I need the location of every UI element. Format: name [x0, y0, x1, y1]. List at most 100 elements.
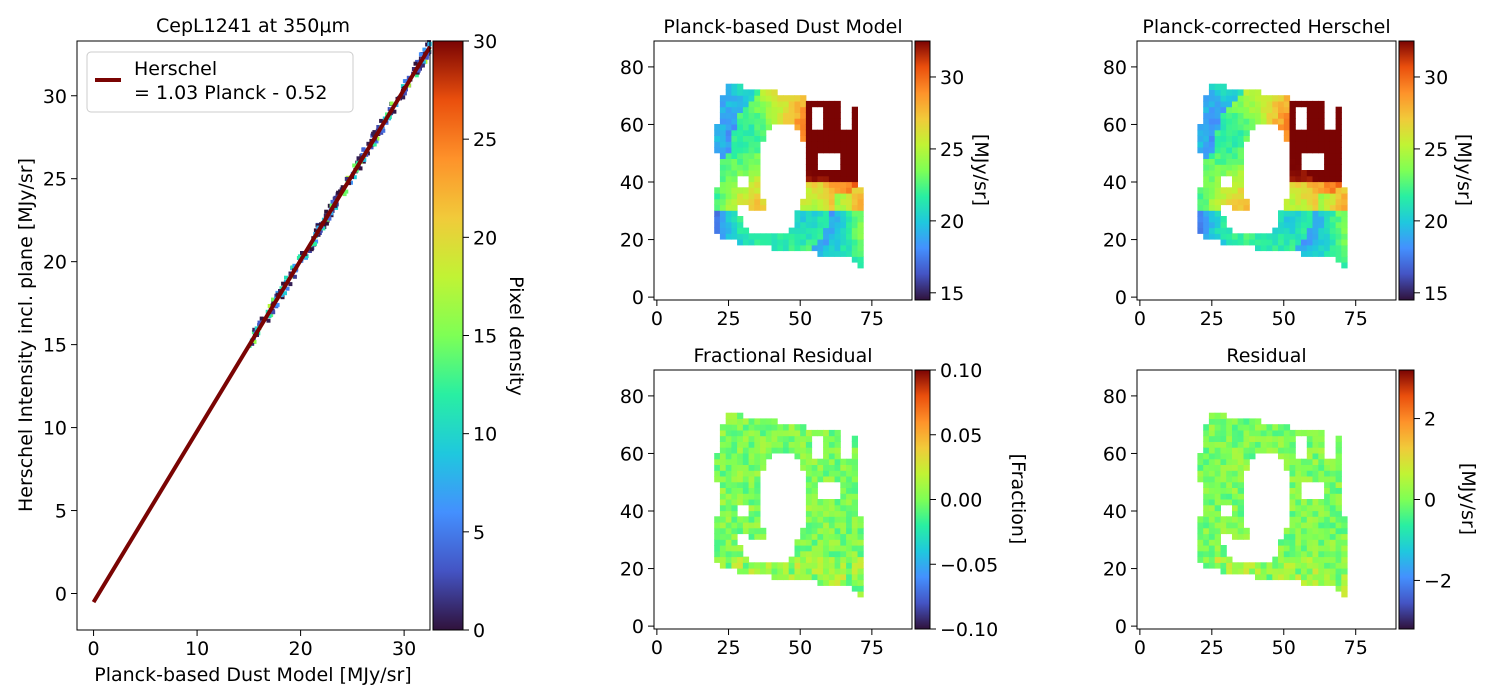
- map-pixel: [1249, 435, 1256, 442]
- map-pixel: [725, 556, 732, 563]
- map-pixel: [771, 568, 778, 575]
- map-pixel: [840, 493, 847, 500]
- map-pixel: [1306, 112, 1314, 119]
- map-pixel: [1243, 453, 1250, 460]
- map-pixel: [1266, 447, 1273, 454]
- map-pixel: [823, 250, 830, 257]
- map-pixel: [731, 424, 738, 431]
- map-pixel: [1208, 527, 1216, 535]
- map-pixel: [1278, 124, 1285, 131]
- map-pixel: [817, 527, 824, 535]
- map-pixel: [1226, 522, 1233, 529]
- scatter-y-tick-label: 20: [43, 252, 67, 274]
- map-pixels: [1197, 412, 1348, 598]
- map-pixel: [1278, 221, 1285, 229]
- map-pixel: [851, 550, 858, 558]
- scatter-colorbar-tick-label: 0: [473, 620, 485, 642]
- map-colorbar-gradient: [1398, 40, 1415, 301]
- map-pixel: [1289, 504, 1296, 512]
- map-pixel: [725, 412, 732, 419]
- map-pixel: [1203, 447, 1210, 454]
- map-y-tick-label: 80: [620, 57, 644, 79]
- map-pixel: [1260, 447, 1267, 454]
- map-pixel: [1318, 522, 1325, 529]
- map-pixel: [1318, 533, 1325, 540]
- map-pixel: [840, 545, 847, 552]
- map-pixel: [1335, 447, 1342, 454]
- map-pixel: [823, 118, 830, 125]
- map-pixel: [1312, 193, 1319, 200]
- map-pixel: [1335, 464, 1342, 471]
- map-pixel: [748, 158, 755, 165]
- map-pixel: [748, 568, 755, 575]
- map-pixel: [1214, 181, 1221, 188]
- map-pixel: [794, 429, 801, 437]
- map-pixel: [1237, 198, 1244, 206]
- map-pixel: [823, 499, 830, 506]
- map-pixel: [765, 233, 772, 240]
- map-pixel: [765, 112, 772, 119]
- map-pixel: [823, 124, 830, 131]
- map-pixel: [834, 198, 841, 206]
- map-pixel: [823, 458, 830, 465]
- map-pixel: [1237, 193, 1244, 200]
- map-pixel: [800, 458, 807, 465]
- map-pixel: [1283, 545, 1291, 552]
- map-pixel: [828, 210, 836, 217]
- map-pixel: [742, 112, 750, 119]
- map-pixel: [1249, 233, 1256, 240]
- map-pixel: [754, 493, 761, 500]
- map-pixel: [1214, 233, 1221, 240]
- map-pixel: [846, 481, 853, 488]
- map-pixel: [1289, 516, 1296, 523]
- map-pixel: [851, 539, 858, 546]
- map-pixel: [823, 147, 830, 154]
- map-pixel: [1237, 429, 1244, 437]
- map-pixel: [719, 95, 727, 102]
- map-pixel: [1203, 493, 1210, 500]
- map-pixel: [731, 227, 738, 234]
- map-pixel: [800, 210, 807, 217]
- map-pixel: [783, 568, 790, 575]
- map-pixel: [805, 210, 813, 217]
- map-pixel: [1335, 216, 1342, 223]
- map-pixel: [725, 458, 732, 465]
- map-pixel: [1283, 239, 1291, 246]
- map-pixel: [1203, 129, 1210, 136]
- map-pixel: [1306, 453, 1314, 460]
- map-pixel: [1318, 227, 1325, 234]
- map-pixel: [834, 124, 841, 131]
- map-pixel: [731, 233, 738, 240]
- map-pixel: [828, 504, 836, 512]
- map-pixel: [1318, 244, 1325, 252]
- map-colorbar: −0.10−0.050.000.050.10[Fraction]: [914, 360, 1029, 641]
- map-pixel: [1226, 118, 1233, 125]
- map-pixel: [846, 250, 853, 257]
- map-pixel: [714, 135, 721, 142]
- map-pixel: [1237, 164, 1244, 171]
- map-pixel: [1255, 568, 1262, 575]
- map-pixel: [811, 175, 818, 183]
- scatter-fit-line: [91, 45, 432, 604]
- map-pixel: [788, 112, 795, 119]
- map-pixel: [731, 453, 738, 460]
- map-pixel: [857, 233, 864, 240]
- map-pixel: [1237, 181, 1244, 188]
- map-pixel: [1329, 164, 1337, 171]
- map-pixel: [851, 221, 858, 229]
- map-x-tick-label: 25: [716, 308, 740, 330]
- map-pixel: [742, 435, 750, 442]
- map-pixel: [1324, 573, 1331, 581]
- map-pixel: [1295, 158, 1302, 165]
- map-pixel: [846, 458, 853, 465]
- map-pixel: [1341, 239, 1348, 246]
- map-pixel: [742, 198, 750, 206]
- map-pixel: [1289, 147, 1296, 154]
- map-pixel: [1208, 550, 1216, 558]
- map-pixel: [1272, 435, 1279, 442]
- map-pixel: [1226, 164, 1233, 171]
- scatter-x-tick-label: 0: [88, 638, 100, 660]
- map-pixel: [725, 193, 732, 200]
- map-pixel: [1208, 470, 1216, 477]
- map-pixel: [823, 141, 830, 148]
